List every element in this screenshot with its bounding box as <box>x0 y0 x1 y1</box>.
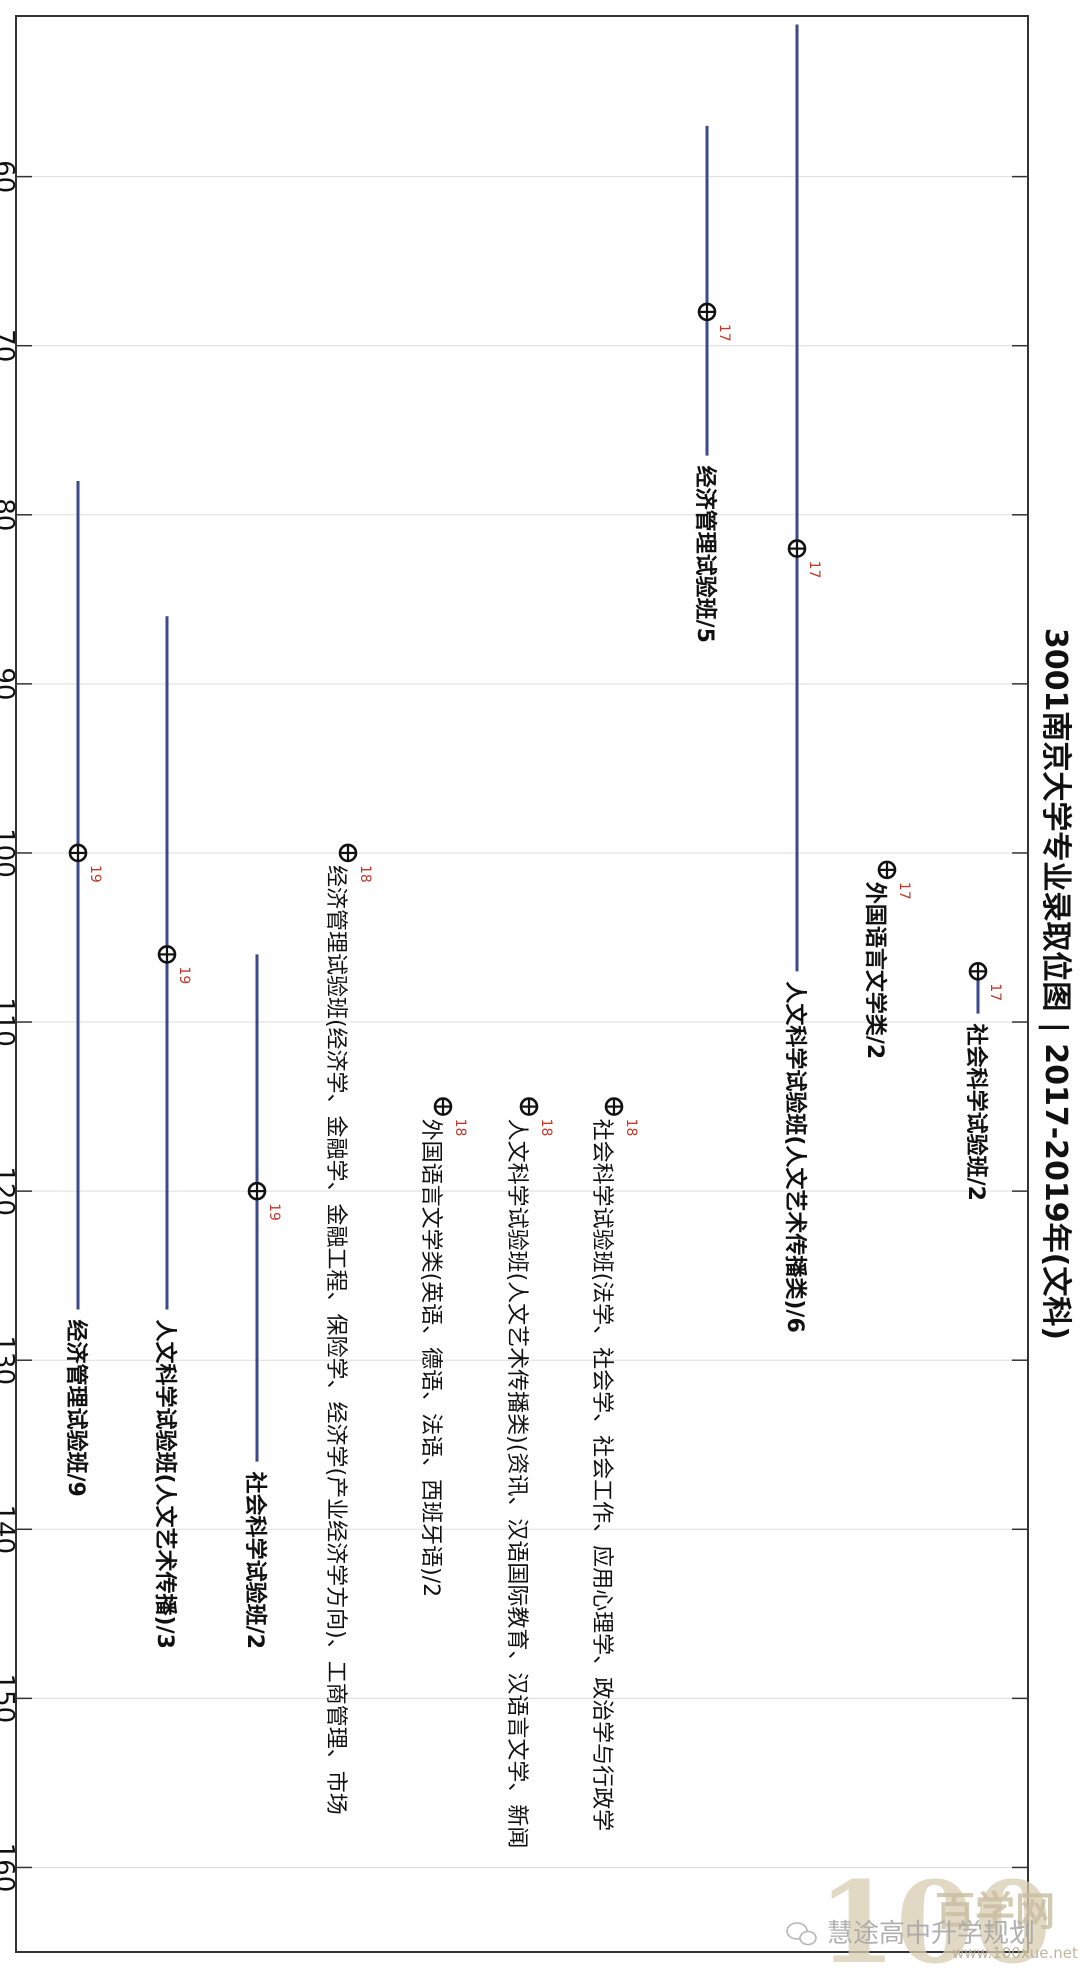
rotated-plot: 60 70 80 90 100 110 120 130 140 150 160 17 人文科学试验班(… <box>0 15 1073 1953</box>
category-label: 人文科学试验班(人文艺术传播类)/6 <box>782 981 808 1332</box>
tick-label-110: 110 <box>0 997 19 1047</box>
axis-ticks: 60 70 80 90 100 110 120 130 140 150 160 <box>0 160 1028 1892</box>
year-label: 18 <box>623 1119 639 1137</box>
year-label: 17 <box>896 882 912 900</box>
wechat-icon <box>786 1922 817 1946</box>
year-label: 18 <box>452 1119 468 1137</box>
year-label: 17 <box>987 983 1003 1001</box>
series-item-1: 17 社会科学试验班/2 <box>963 962 1003 1201</box>
series-item-3: 17 经济管理试验班/5 <box>692 125 732 643</box>
plot-frame <box>15 15 1029 1953</box>
tick-label-80: 80 <box>0 498 19 531</box>
watermark-logo-number: 100 <box>818 1858 1052 1973</box>
tick-label-160: 160 <box>0 1843 19 1893</box>
category-label: 经济管理试验班(经济学、金融学、金融工程、保险学、经济学(产业经济学方向)、工商… <box>323 865 348 1815</box>
category-label: 经济管理试验班/5 <box>692 466 718 643</box>
category-label: 社会科学试验班/2 <box>963 1024 989 1201</box>
year-label: 17 <box>716 324 732 342</box>
series-item-7: 18 经济管理试验班(经济学、金融学、金融工程、保险学、经济学(产业经济学方向)、… <box>323 843 373 1815</box>
series-item-6: 18 外国语言文学类(英语、德语、法语、西班牙语)/2 <box>418 1097 468 1598</box>
category-label: 外国语言文学类/2 <box>862 882 888 1059</box>
series-item-8: 19 社会科学试验班/2 <box>242 954 282 1649</box>
series-item-9: 19 人文科学试验班(人文艺术传播)/3 <box>152 616 192 1649</box>
year-label: 18 <box>538 1119 554 1137</box>
year-label: 19 <box>176 966 192 984</box>
series-item-4: 18 社会科学试验班(法学、社会学、社会工作、应用心理学、政治学与行政学 <box>589 1097 639 1832</box>
category-label: 人文科学试验班(人文艺术传播类)(资讯、汉语国际教育、汉语言文学、新闻 <box>504 1119 529 1849</box>
year-label: 19 <box>87 865 103 883</box>
watermark-account: 慧途高中升学规划 <box>827 1919 1035 1949</box>
chart-title: 3001南京大学专业录取位图 | 2017-2019年(文科) <box>1038 628 1073 1340</box>
tick-label-70: 70 <box>0 329 19 362</box>
tick-label-150: 150 <box>0 1674 19 1724</box>
tick-label-90: 90 <box>0 667 19 700</box>
category-label: 社会科学试验班(法学、社会学、社会工作、应用心理学、政治学与行政学 <box>589 1119 614 1832</box>
series-item-5: 18 人文科学试验班(人文艺术传播类)(资讯、汉语国际教育、汉语言文学、新闻 <box>504 1097 554 1849</box>
tick-label-120: 120 <box>0 1166 19 1216</box>
category-label: 外国语言文学类(英语、德语、法语、西班牙语)/2 <box>418 1119 443 1598</box>
series-item-10: 19 经济管理试验班/9 <box>63 480 103 1497</box>
series-layer: 17 人文科学试验班(人文艺术传播类)/6 17 社会科学试验班/2 17 外国语言文学类… <box>63 24 1003 1848</box>
tick-label-100: 100 <box>0 828 19 878</box>
tick-label-60: 60 <box>0 160 19 193</box>
series-item-2: 17 外国语言文学类/2 <box>862 860 912 1059</box>
watermark-site-name: 百学网 <box>935 1889 1055 1935</box>
grid-lines <box>16 176 1028 1868</box>
category-label: 经济管理试验班/9 <box>63 1319 89 1496</box>
watermark: 100 百学网 www.100xue.net 慧途高中升学规划 <box>786 1858 1078 1973</box>
year-label: 19 <box>266 1203 282 1221</box>
category-label: 人文科学试验班(人文艺术传播)/3 <box>152 1319 178 1648</box>
tick-label-140: 140 <box>0 1504 19 1554</box>
series-item-0: 17 人文科学试验班(人文艺术传播类)/6 <box>782 24 822 1333</box>
tick-label-130: 130 <box>0 1335 19 1385</box>
year-label: 18 <box>357 865 373 883</box>
category-label: 社会科学试验班/2 <box>242 1472 268 1649</box>
year-label: 17 <box>806 561 822 579</box>
watermark-url: www.100xue.net <box>952 1944 1078 1962</box>
